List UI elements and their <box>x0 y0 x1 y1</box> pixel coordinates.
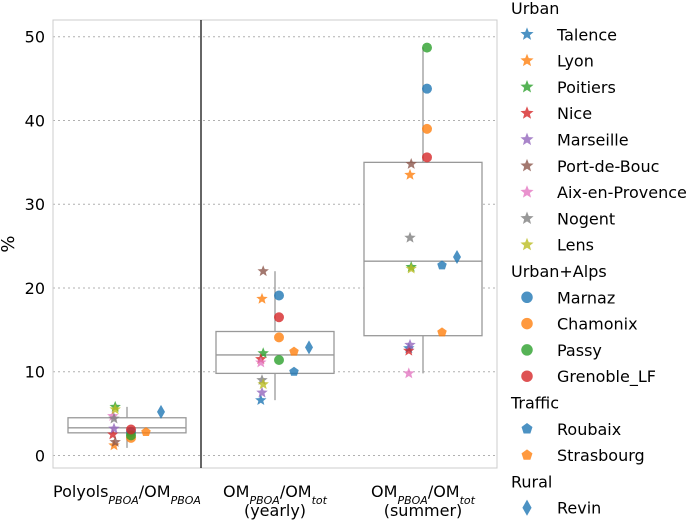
y-tick-label: 30 <box>25 195 45 214</box>
point-aix-en-provence <box>107 410 119 421</box>
legend-marker-nice <box>520 106 534 119</box>
legend-label-lens: Lens <box>557 236 594 255</box>
point-poitiers <box>257 347 269 359</box>
legend-marker-roubaix <box>521 423 533 434</box>
legend-marker-revin <box>522 499 532 516</box>
legend-group-title: Urban+Alps <box>511 262 607 281</box>
x-tick-label-line2: (summer) <box>384 501 463 520</box>
x-tick-label: PolyolsPBOA/OMPBOA <box>53 482 201 507</box>
legend-marker-poitiers <box>520 80 534 93</box>
point-marseille <box>108 422 120 434</box>
legend-label-talence: Talence <box>556 25 617 44</box>
y-tick-label: 40 <box>25 111 45 130</box>
point-lens <box>109 403 121 415</box>
y-tick-label: 50 <box>25 28 45 47</box>
y-tick-label: 10 <box>25 363 45 382</box>
legend-marker-passy <box>521 344 533 356</box>
point-revin <box>305 340 313 355</box>
data-points <box>107 42 461 451</box>
point-port-de-bouc <box>109 436 121 447</box>
legend-label-aix-en-provence: Aix-en-Provence <box>557 183 687 202</box>
box-body <box>363 161 483 337</box>
point-revin <box>453 249 461 264</box>
legend-marker-lens <box>520 237 534 251</box>
legend-marker-chamonix <box>521 317 533 330</box>
point-port-de-bouc <box>257 265 269 277</box>
legend-label-roubaix: Roubaix <box>557 420 621 439</box>
legend-marker-lyon <box>520 53 534 67</box>
legend-marker-marnaz <box>521 291 533 304</box>
point-lyon <box>404 168 416 180</box>
point-port-de-bouc <box>405 158 417 169</box>
legend-label-revin: Revin <box>557 499 601 518</box>
legend-label-chamonix: Chamonix <box>557 315 638 334</box>
legend-label-strasbourg: Strasbourg <box>557 446 645 465</box>
point-nice <box>403 344 415 356</box>
box-3 <box>363 47 483 374</box>
x-tick-label: OMPBOA/OMtot <box>223 482 328 507</box>
legend-label-marnaz: Marnaz <box>557 288 615 307</box>
point-passy <box>422 42 432 53</box>
point-chamonix <box>422 123 432 134</box>
point-lens <box>405 262 417 274</box>
legend-marker-strasbourg <box>521 449 533 460</box>
point-marnaz <box>274 290 284 301</box>
point-aix-en-provence <box>403 367 415 379</box>
y-tick-label: 20 <box>25 279 45 298</box>
legend-label-lyon: Lyon <box>557 52 594 71</box>
point-lens <box>257 378 269 390</box>
legend-label-poitiers: Poitiers <box>557 78 616 97</box>
y-tick-label: 0 <box>35 446 45 465</box>
legend-label-nogent: Nogent <box>557 209 615 228</box>
point-chamonix <box>274 332 284 343</box>
point-roubaix <box>289 366 299 376</box>
point-grenoble-lf <box>422 152 432 163</box>
legend-marker-grenoble-lf <box>521 370 533 382</box>
point-nice <box>107 428 119 440</box>
point-talence <box>255 394 267 406</box>
point-grenoble-lf <box>274 312 284 323</box>
legend-label-nice: Nice <box>557 104 592 123</box>
point-marseille <box>404 338 416 350</box>
legend-group-title: Traffic <box>510 394 559 413</box>
point-marnaz <box>422 83 432 94</box>
legend-label-passy: Passy <box>557 341 602 360</box>
point-strasbourg <box>289 346 299 356</box>
point-nogent <box>404 231 416 243</box>
legend-marker-port-de-bouc <box>520 158 534 172</box>
point-strasbourg <box>437 327 447 337</box>
legend: Urban Talence Lyon Poitiers Nice Marseille Por… <box>510 0 687 518</box>
x-tick-label-line2: (yearly) <box>244 501 306 520</box>
legend-label-marseille: Marseille <box>557 131 629 150</box>
point-roubaix <box>437 260 447 270</box>
point-passy <box>274 354 284 365</box>
point-lyon <box>256 292 268 304</box>
point-strasbourg <box>141 426 151 437</box>
point-nogent <box>108 412 120 424</box>
legend-marker-talence <box>520 27 534 40</box>
legend-group-title: Urban <box>511 0 559 18</box>
point-grenoble-lf <box>126 424 136 435</box>
point-revin <box>157 404 165 419</box>
legend-marker-nogent <box>520 211 534 224</box>
point-aix-en-provence <box>255 356 267 368</box>
point-marseille <box>256 386 268 398</box>
point-nogent <box>256 374 268 385</box>
x-tick-label: OMPBOA/OMtot <box>371 482 476 507</box>
legend-label-grenoble-lf: Grenoble_LF <box>557 367 656 387</box>
y-axis-label: % <box>0 235 19 252</box>
plot-frame <box>52 19 498 469</box>
legend-marker-aix-en-provence <box>520 185 534 198</box>
legend-label-port-de-bouc: Port-de-Bouc <box>557 157 659 176</box>
legend-group-title: Rural <box>511 472 552 491</box>
legend-marker-marseille <box>520 132 534 146</box>
